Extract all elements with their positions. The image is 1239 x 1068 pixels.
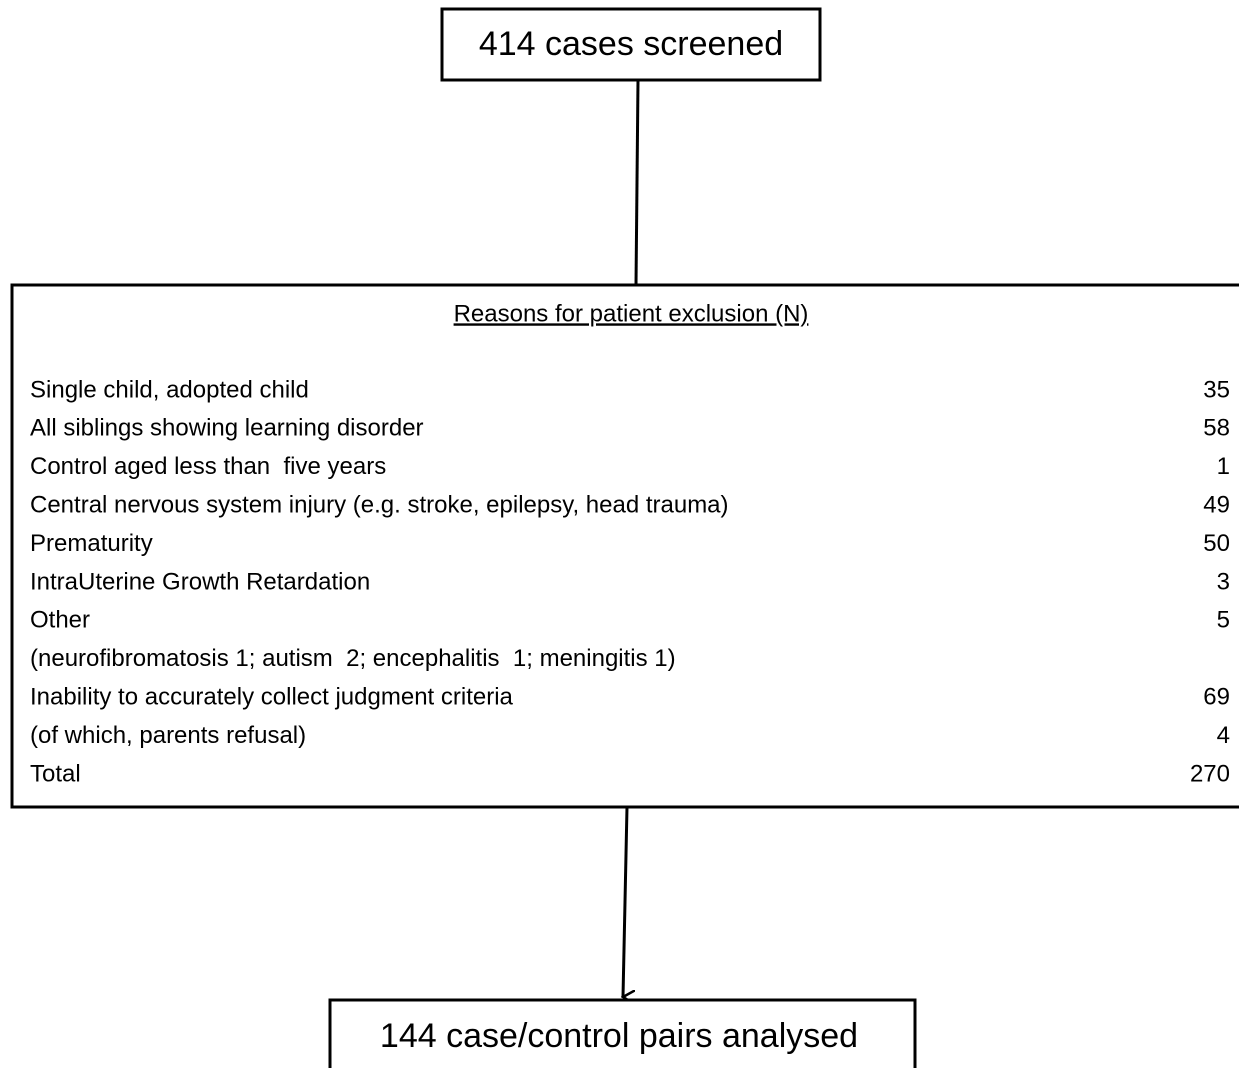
row-count: 35 — [1203, 376, 1230, 403]
connector — [634, 79, 640, 286]
row-label: All siblings showing learning disorder — [30, 415, 424, 442]
row-count: 3 — [1217, 568, 1230, 595]
row-label: Single child, adopted child — [30, 376, 309, 403]
row-count: 50 — [1203, 530, 1230, 557]
row-count: 270 — [1190, 760, 1230, 787]
exclusion-title: Reasons for patient exclusion (N) — [454, 300, 809, 327]
row-label: Control aged less than five years — [30, 453, 386, 480]
row-label: Central nervous system injury (e.g. stro… — [30, 492, 729, 519]
bottom-label: 144 case/control pairs analysed — [380, 1017, 858, 1055]
row-label: Prematurity — [30, 530, 153, 557]
bottom-box — [328, 998, 917, 1068]
top-box — [440, 7, 822, 82]
row-label: IntraUterine Growth Retardation — [30, 568, 370, 595]
row-count: 1 — [1217, 453, 1230, 480]
row-label: (of which, parents refusal) — [30, 722, 306, 749]
row-count: 69 — [1203, 684, 1230, 711]
row-count: 5 — [1217, 607, 1230, 634]
row-count: 49 — [1203, 492, 1230, 519]
row-label: Other — [30, 607, 90, 634]
row-count: 4 — [1217, 722, 1230, 749]
arrow — [623, 806, 627, 997]
row-label: (neurofibromatosis 1; autism 2; encephal… — [30, 645, 676, 672]
row-label: Inability to accurately collect judgment… — [30, 684, 514, 711]
row-count: 58 — [1203, 415, 1230, 442]
row-label: Total — [30, 760, 81, 787]
top-label: 414 cases screened — [479, 25, 783, 63]
